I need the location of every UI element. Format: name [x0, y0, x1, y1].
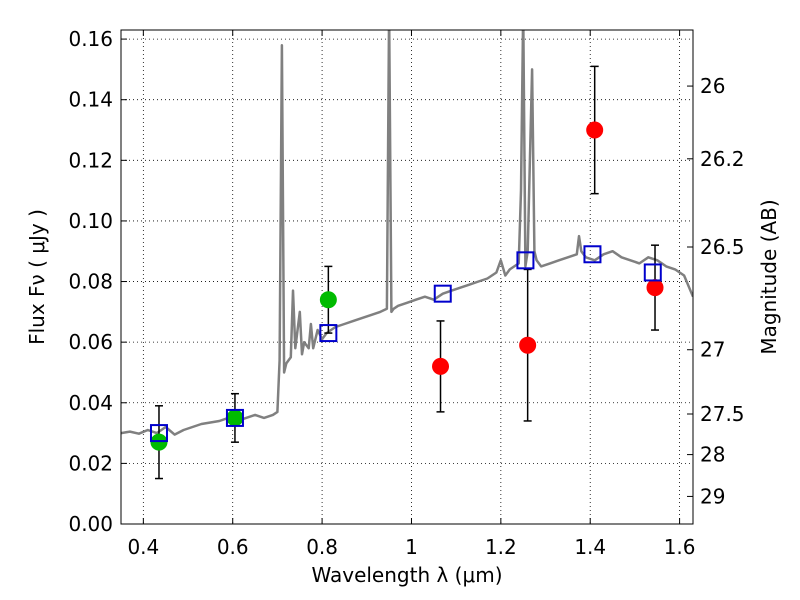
y2-tick-label: 29	[700, 484, 725, 508]
plot-frame	[120, 29, 694, 525]
x-tick-label: 1.4	[574, 535, 606, 559]
model-square-point	[583, 245, 602, 264]
y-tick-label: 0.02	[68, 451, 113, 475]
y-tick-label: 0.00	[68, 512, 113, 536]
model-square-point	[149, 424, 168, 443]
photometry-point	[150, 433, 168, 451]
model-square-point	[225, 408, 244, 427]
photometry-point	[586, 121, 604, 139]
y2-tick-labels: 26 26.2 26.5 27 27.5 28 29	[700, 74, 745, 508]
x-tick-label: 1.2	[485, 535, 517, 559]
template-spectrum-layer	[121, 30, 693, 436]
y2-tick-label: 27	[700, 338, 725, 362]
template-spectrum-line	[121, 30, 693, 436]
model-square-point	[516, 251, 535, 270]
y2-tick-label: 26.2	[700, 147, 745, 171]
y2-tick-label: 27.5	[700, 402, 745, 426]
y-axis-title: Flux Fν ( μJy )	[25, 209, 49, 345]
y2-axis-title: Magnitude (AB)	[757, 199, 781, 354]
plot-background	[121, 30, 693, 524]
y-tick-label: 0.10	[68, 209, 113, 233]
x-tick-label: 1	[405, 535, 418, 559]
photometry-point	[432, 357, 450, 375]
y2-tick-label: 26.5	[700, 235, 745, 259]
y2-tick-label: 26	[700, 74, 725, 98]
y-tick-label: 0.04	[68, 391, 113, 415]
y-tick-label: 0.14	[68, 88, 113, 112]
x-tick-label: 1.6	[664, 535, 696, 559]
photometry-point	[646, 279, 664, 297]
photometry-layer	[149, 65, 664, 480]
x-axis-title: Wavelength λ (μm)	[311, 563, 502, 587]
y-tick-label: 0.08	[68, 270, 113, 294]
x-tick-label: 0.6	[217, 535, 249, 559]
y-tick-label: 0.06	[68, 330, 113, 354]
y2-tick-label: 28	[700, 443, 725, 467]
photometry-point	[519, 336, 537, 354]
model-square-point	[319, 324, 338, 343]
axis-ticks	[121, 30, 693, 525]
model-square-point	[643, 263, 662, 282]
y-tick-label: 0.12	[68, 148, 113, 172]
y-tick-labels: 0.00 0.02 0.04 0.06 0.08 0.10 0.12 0.14 0.16	[68, 27, 113, 536]
model-square-point	[433, 284, 452, 303]
x-tick-labels: 0.4 0.6 0.8 1 1.2 1.4 1.6	[127, 535, 695, 559]
photometry-point	[319, 291, 337, 309]
photometry-point	[226, 409, 244, 427]
x-tick-label: 0.8	[306, 535, 338, 559]
x-tick-label: 0.4	[127, 535, 159, 559]
y-tick-label: 0.16	[68, 27, 113, 51]
